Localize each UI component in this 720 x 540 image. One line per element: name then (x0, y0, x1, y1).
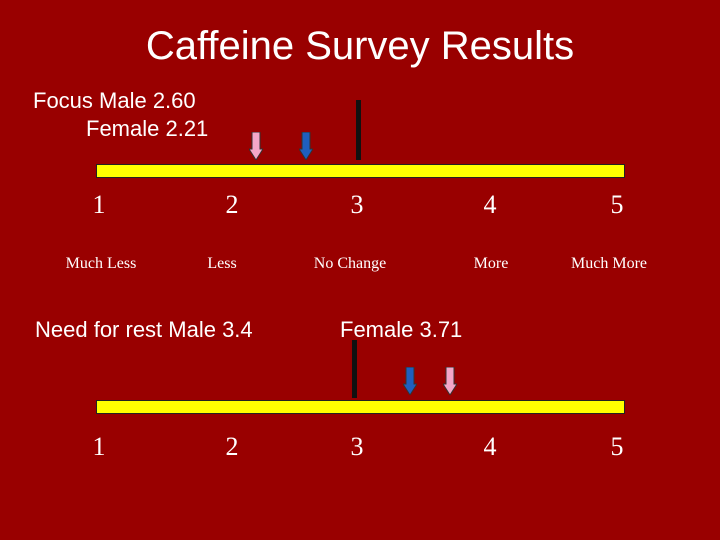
focus-scale-5: 5 (610, 190, 624, 219)
rest-scale-4: 4 (483, 432, 497, 461)
rest-scale-bar (96, 400, 625, 414)
focus-no-change-marker (356, 100, 361, 160)
descriptor-much-more: Much More (571, 255, 647, 272)
rest-no-change-marker (352, 340, 357, 398)
rest-scale-2: 2 (225, 432, 239, 461)
focus-scale-2: 2 (225, 190, 239, 219)
rest-scale-1: 1 (92, 432, 106, 461)
focus-scale-4: 4 (483, 190, 497, 219)
focus-label-male: Focus Male 2.60 (33, 88, 196, 113)
focus-scale-bar (96, 164, 625, 178)
rest-label-male: Need for rest Male 3.4 (35, 317, 253, 342)
focus-scale-3: 3 (350, 190, 364, 219)
rest-scale-5: 5 (610, 432, 624, 461)
rest-label-female: Female 3.71 (340, 317, 463, 342)
focus-label-female: Female 2.21 (86, 116, 209, 141)
focus-female-arrow-icon (248, 132, 263, 160)
focus-scale-1: 1 (92, 190, 106, 219)
descriptor-less: Less (207, 255, 237, 272)
rest-scale-3: 3 (350, 432, 364, 461)
slide-title: Caffeine Survey Results (145, 24, 575, 68)
focus-male-arrow-icon (299, 132, 314, 160)
rest-female-arrow-icon (442, 367, 457, 395)
descriptor-no-change: No Change (313, 255, 387, 272)
descriptor-much-less: Much Less (65, 255, 137, 272)
descriptor-more: More (473, 255, 509, 272)
rest-male-arrow-icon (402, 367, 417, 395)
